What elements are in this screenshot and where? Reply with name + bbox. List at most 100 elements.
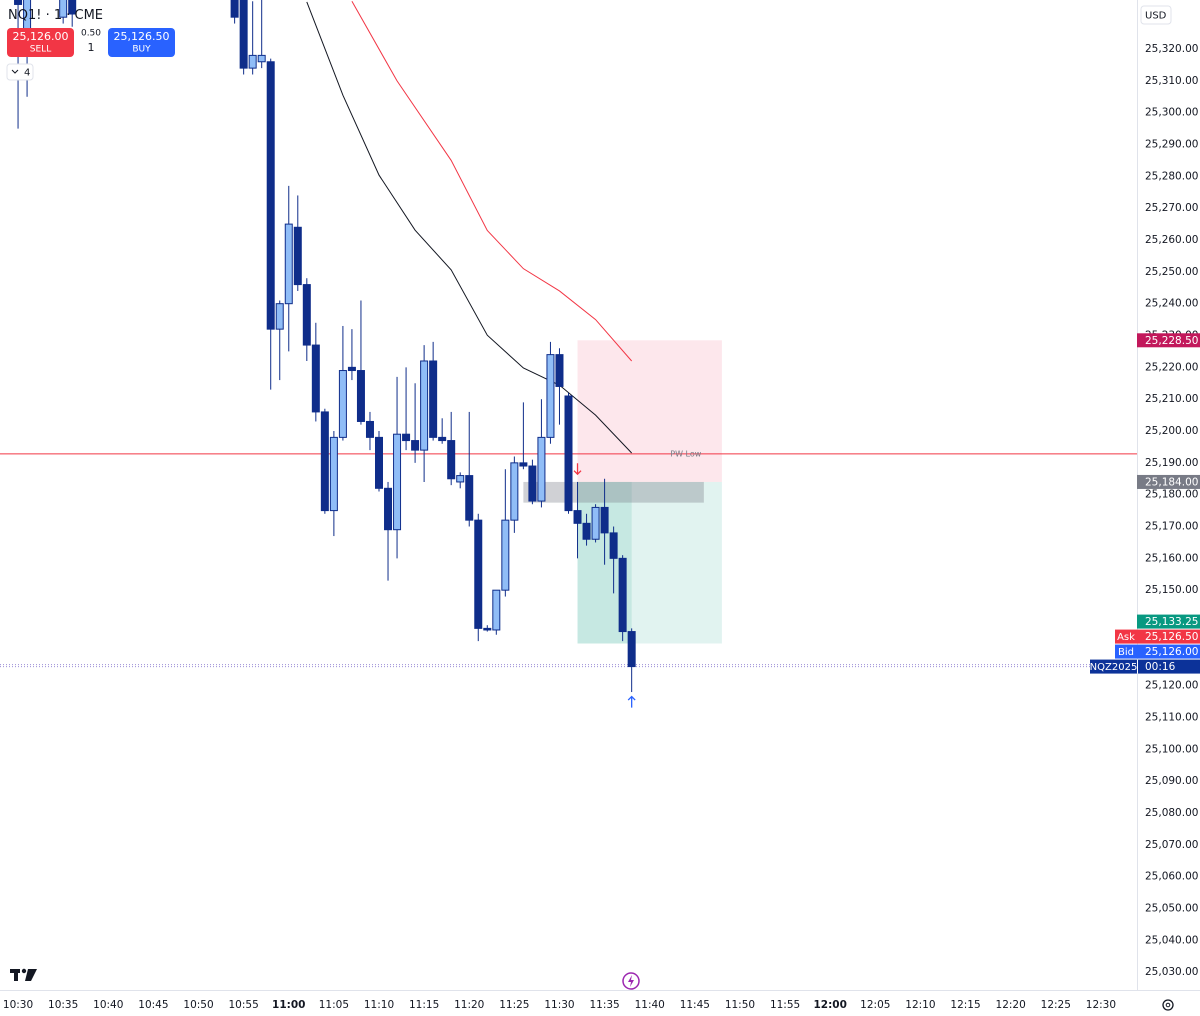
signal-arrow: [573, 463, 582, 476]
sell-button[interactable]: [7, 28, 74, 57]
y-tick-label: 25,240.00: [1145, 298, 1198, 310]
y-tick-label: 25,170.00: [1145, 521, 1198, 533]
x-tick-label: 10:40: [93, 999, 123, 1011]
candle-body: [501, 519, 510, 591]
price-axis: 25,030.00 25,040.00 25,050.00 25,060.00 25,0…: [1090, 43, 1200, 978]
candle-body: [483, 627, 492, 631]
candle-body: [266, 61, 275, 330]
x-tick-label: 10:35: [48, 999, 78, 1011]
gray-zone: [523, 481, 704, 503]
buy-button[interactable]: [108, 28, 175, 57]
price-badge-prefix: [1115, 644, 1137, 659]
buy-price[interactable]: 25,126.50: [114, 30, 170, 43]
y-tick-label: 25,210.00: [1145, 393, 1198, 405]
y-tick-label: 25,050.00: [1145, 903, 1198, 915]
candle-body: [510, 462, 519, 521]
price-badge-prefix: [1115, 629, 1137, 644]
candle-body: [600, 506, 609, 534]
candle-body: [438, 436, 447, 442]
candle-body: [411, 440, 420, 451]
candle-body: [239, 0, 248, 69]
price-badge: [1137, 333, 1200, 348]
price-badge-label: 25,126.50: [1145, 631, 1198, 643]
candle-body: [14, 0, 23, 5]
candle-body: [365, 420, 374, 438]
y-tick-label: 25,040.00: [1145, 934, 1198, 946]
candle-body: [429, 360, 438, 438]
chevron[interactable]: [11, 69, 19, 74]
x-tick-label: 10:45: [138, 999, 168, 1011]
y-tick-label: 25,190.00: [1145, 457, 1198, 469]
price-badge: [1137, 644, 1200, 659]
candle-body: [275, 303, 284, 330]
indicators-count[interactable]: 4: [24, 68, 30, 79]
x-tick-label: 11:20: [454, 999, 484, 1011]
price-badge: [1137, 474, 1200, 489]
x-tick-label: 10:30: [3, 999, 33, 1011]
indicators-toggle[interactable]: [6, 63, 34, 81]
y-tick-label: 25,220.00: [1145, 361, 1198, 373]
y-tick-label: 25,160.00: [1145, 552, 1198, 564]
replay-icon[interactable]: [622, 972, 640, 990]
candle-body: [302, 284, 311, 346]
candle-body: [375, 436, 383, 489]
x-tick-label: 11:00: [272, 999, 305, 1011]
candle-body: [230, 0, 239, 18]
y-tick-label: 25,070.00: [1145, 839, 1198, 851]
y-tick-label: 25,150.00: [1145, 584, 1198, 596]
y-tick-label: 25,060.00: [1145, 871, 1198, 883]
x-tick-label: 12:10: [905, 999, 935, 1011]
candle-body: [555, 354, 564, 387]
x-tick-label: 10:50: [183, 999, 213, 1011]
candle-body: [456, 475, 465, 483]
price-badge-label: 25,184.00: [1145, 476, 1198, 488]
candle-body: [338, 370, 347, 438]
settings-icon[interactable]: [1162, 999, 1174, 1011]
candle-body: [564, 395, 573, 512]
currency-box[interactable]: [1140, 5, 1172, 25]
y-tick-label: 25,300.00: [1145, 107, 1198, 119]
candle-body: [447, 440, 456, 480]
price-badge-label: 25,126.00: [1145, 646, 1198, 658]
sell-price[interactable]: 25,126.00: [13, 30, 69, 43]
countdown-time: 00:16: [1145, 661, 1176, 673]
x-tick-label: 11:40: [635, 999, 665, 1011]
y-tick-label: 25,270.00: [1145, 202, 1198, 214]
tv-logo: [10, 968, 37, 981]
x-tick-label: 11:30: [544, 999, 574, 1011]
moving-average: [351, 1, 633, 362]
candle-body: [59, 0, 68, 18]
time-axis: 10:30 10:35 10:40 10:45 10:50 10:55 11:00 11:05…: [3, 999, 1116, 1011]
y-tick-label: 25,260.00: [1145, 234, 1198, 246]
y-tick-label: 25,030.00: [1145, 966, 1198, 978]
x-tick-label: 11:45: [680, 999, 710, 1011]
countdown-badge: [1090, 659, 1200, 674]
candle-body: [609, 532, 618, 559]
symbol-title: NQ1! · 1 · CME: [8, 8, 103, 23]
sell-label[interactable]: SELL: [30, 45, 51, 55]
candle-body: [582, 522, 591, 540]
y-tick-label: 25,180.00: [1145, 489, 1198, 501]
candle-body: [519, 462, 528, 467]
quantity[interactable]: 1: [88, 41, 95, 54]
x-tick-label: 12:25: [1041, 999, 1071, 1011]
buy-label[interactable]: BUY: [132, 45, 151, 55]
candle-body: [528, 465, 537, 502]
price-badge: [1137, 629, 1200, 644]
candle-body: [420, 360, 429, 451]
moving-average: [306, 1, 633, 454]
candle-body: [627, 631, 636, 668]
candle-body: [311, 344, 320, 413]
candle-body: [393, 433, 402, 531]
candle-body: [257, 54, 266, 63]
countdown-symbol: NQZ2025: [1090, 662, 1138, 673]
price-badge-label: 25,228.50: [1145, 335, 1198, 347]
candle-body: [384, 487, 393, 531]
y-tick-label: 25,320.00: [1145, 43, 1198, 55]
currency[interactable]: USD: [1145, 11, 1167, 22]
y-tick-label: 25,100.00: [1145, 743, 1198, 755]
price-badge-prefix-label: Bid: [1118, 647, 1134, 658]
plot: PW Low: [0, 0, 1137, 708]
y-tick-label: 25,290.00: [1145, 139, 1198, 151]
y-tick-label: 25,120.00: [1145, 680, 1198, 692]
